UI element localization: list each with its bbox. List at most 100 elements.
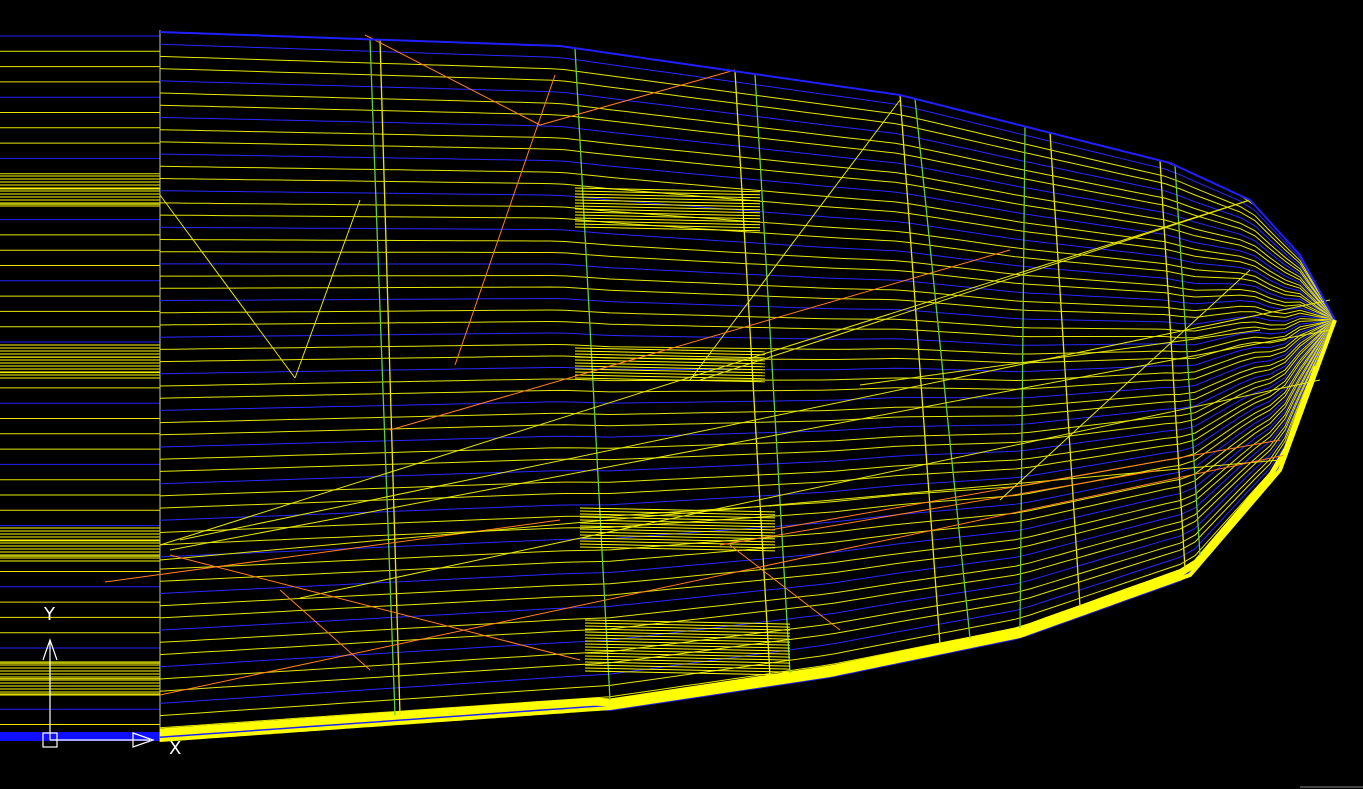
band xyxy=(574,368,766,374)
diagonal xyxy=(699,199,1251,381)
waterline xyxy=(159,319,1336,448)
band xyxy=(579,540,776,546)
diagonal xyxy=(859,329,1261,386)
band xyxy=(584,619,791,625)
deck-edge xyxy=(159,31,1336,321)
waterline xyxy=(159,319,1336,558)
waterline xyxy=(159,214,1336,321)
band xyxy=(579,531,776,537)
band xyxy=(584,658,791,664)
diagonal xyxy=(729,544,841,631)
waterline xyxy=(159,68,1336,321)
band xyxy=(584,649,791,655)
station xyxy=(1019,126,1026,629)
band xyxy=(584,664,791,670)
band xyxy=(574,223,761,229)
station xyxy=(1174,165,1201,556)
station xyxy=(574,48,611,701)
waterline xyxy=(159,319,1336,411)
band xyxy=(574,217,761,223)
waterline xyxy=(159,319,1336,460)
ucs-y-arrow xyxy=(42,638,58,661)
band xyxy=(579,528,776,534)
band xyxy=(574,193,761,199)
waterline xyxy=(159,319,1336,619)
band xyxy=(574,190,761,196)
diagonal xyxy=(299,379,1321,599)
band xyxy=(574,199,761,205)
waterline xyxy=(159,319,1336,339)
waterline xyxy=(159,92,1336,321)
band xyxy=(584,631,791,637)
keel-edge xyxy=(159,319,1337,742)
band xyxy=(579,546,776,552)
band xyxy=(584,655,791,661)
waterline xyxy=(159,165,1336,321)
waterline xyxy=(159,43,1336,321)
band xyxy=(584,670,791,676)
band xyxy=(574,205,761,211)
diagonal xyxy=(539,69,736,126)
band xyxy=(574,347,766,353)
band xyxy=(574,377,766,383)
band xyxy=(574,371,766,377)
band xyxy=(574,353,766,359)
waterline xyxy=(159,251,1336,321)
waterline xyxy=(159,116,1336,321)
band xyxy=(584,628,791,634)
waterline xyxy=(159,319,1336,472)
waterline xyxy=(159,319,1336,680)
diagonal xyxy=(159,459,1281,561)
waterline xyxy=(159,141,1336,321)
station xyxy=(899,94,941,645)
station xyxy=(369,39,396,716)
waterline xyxy=(159,319,1336,497)
diagonal xyxy=(159,194,296,379)
waterline xyxy=(159,319,1336,485)
band xyxy=(579,507,776,513)
band xyxy=(579,516,776,522)
band xyxy=(574,350,766,356)
band xyxy=(584,646,791,652)
waterline xyxy=(159,319,1336,594)
waterline xyxy=(159,319,1336,424)
diagonal xyxy=(364,34,541,126)
waterline xyxy=(159,319,1336,607)
band xyxy=(579,522,776,528)
waterline xyxy=(159,104,1336,321)
band xyxy=(584,643,791,649)
waterline xyxy=(159,309,1336,332)
waterline xyxy=(159,319,1336,643)
band xyxy=(579,519,776,525)
band xyxy=(574,356,766,362)
ucs-box xyxy=(42,732,58,748)
band xyxy=(574,226,761,232)
waterline xyxy=(160,286,1336,321)
diagonal xyxy=(169,329,1331,551)
waterline xyxy=(159,319,1336,704)
band xyxy=(579,513,776,519)
band xyxy=(574,214,761,220)
bottom-strake xyxy=(159,371,1316,737)
band xyxy=(574,362,766,368)
waterline xyxy=(160,263,1336,321)
band xyxy=(584,640,791,646)
band xyxy=(579,510,776,516)
station xyxy=(754,74,791,674)
ucs-y-label: Y xyxy=(43,604,56,625)
band xyxy=(574,220,761,226)
band xyxy=(574,208,761,214)
waterline xyxy=(159,80,1336,321)
band xyxy=(584,661,791,667)
diagonal xyxy=(454,74,556,366)
diagonal xyxy=(389,249,1011,431)
band xyxy=(579,525,776,531)
keel-blue xyxy=(0,732,160,741)
band xyxy=(584,625,791,631)
waterline xyxy=(159,319,1336,399)
waterline xyxy=(159,319,1336,631)
waterline xyxy=(159,226,1336,321)
ucs-x-arrow xyxy=(132,732,155,748)
